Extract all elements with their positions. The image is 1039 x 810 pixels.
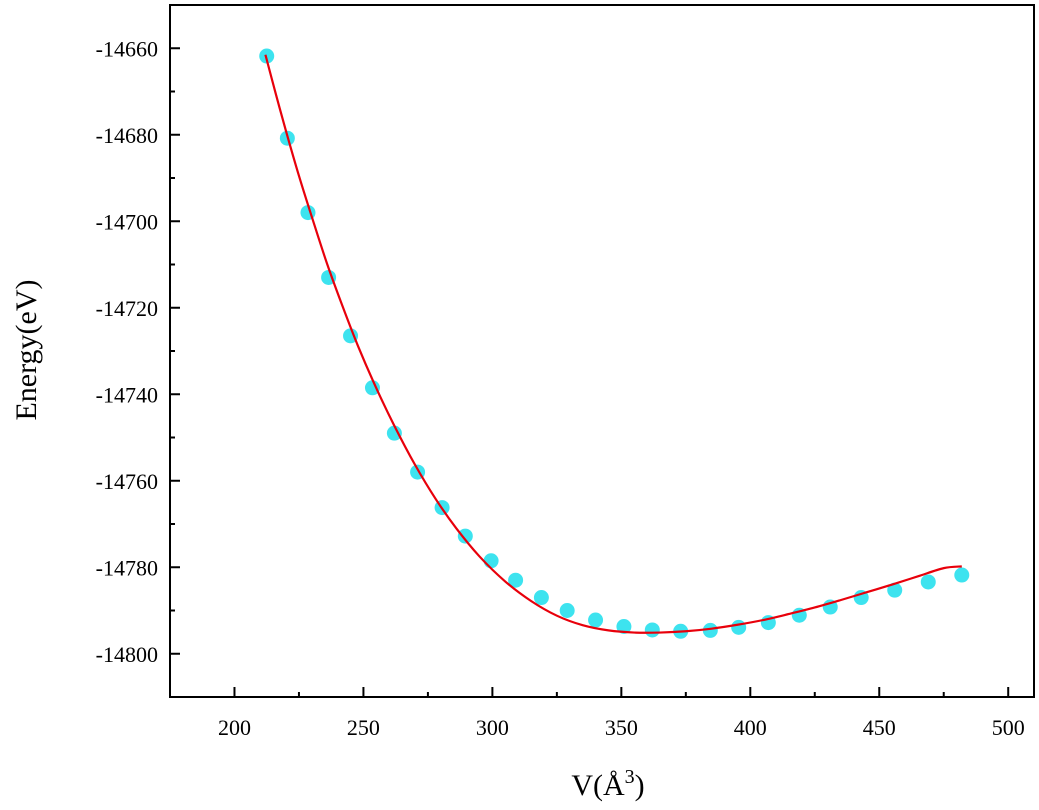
data-point bbox=[887, 582, 903, 598]
x-tick-label: 250 bbox=[347, 715, 380, 740]
data-point bbox=[508, 572, 524, 588]
x-tick-label: 500 bbox=[992, 715, 1025, 740]
x-tick-label: 300 bbox=[476, 715, 509, 740]
data-point bbox=[588, 612, 604, 628]
x-tick-label: 200 bbox=[218, 715, 251, 740]
y-tick-label: -14660 bbox=[96, 36, 158, 61]
x-axis-label-main: V(Å bbox=[571, 769, 625, 802]
y-tick-label: -14700 bbox=[96, 209, 158, 234]
data-point bbox=[616, 619, 632, 635]
plot-frame bbox=[169, 4, 1035, 698]
x-tick-label: 450 bbox=[863, 715, 896, 740]
y-tick-label: -14740 bbox=[96, 382, 158, 407]
fit-curve bbox=[264, 54, 962, 634]
x-tick-label: 350 bbox=[605, 715, 638, 740]
x-axis-label-close: ) bbox=[635, 769, 645, 802]
y-tick-label: -14800 bbox=[96, 642, 158, 667]
data-point bbox=[483, 553, 499, 569]
data-point bbox=[457, 528, 473, 544]
y-tick-label: -14720 bbox=[96, 296, 158, 321]
y-axis-label: Energy(eV) bbox=[10, 279, 43, 420]
data-point bbox=[559, 603, 575, 618]
data-point bbox=[644, 622, 660, 638]
data-series bbox=[259, 48, 970, 639]
y-tick-label: -14680 bbox=[96, 123, 158, 148]
y-tick-label: -14760 bbox=[96, 469, 158, 494]
x-axis-label-superscript: 3 bbox=[625, 766, 635, 788]
y-tick-label: -14780 bbox=[96, 555, 158, 580]
data-point bbox=[364, 380, 380, 396]
data-point bbox=[920, 574, 936, 590]
data-point bbox=[731, 619, 747, 635]
tick-labels: 200 250 300 350 400 450 500 -14800 -14780 -14760 -… bbox=[96, 36, 1025, 740]
x-axis-label: V(Å3) bbox=[571, 766, 644, 802]
x-tick-label: 400 bbox=[734, 715, 767, 740]
data-point bbox=[702, 622, 718, 638]
data-point bbox=[533, 590, 549, 606]
data-point bbox=[386, 425, 402, 441]
data-point bbox=[954, 567, 970, 583]
axis-ticks bbox=[170, 47, 1010, 697]
